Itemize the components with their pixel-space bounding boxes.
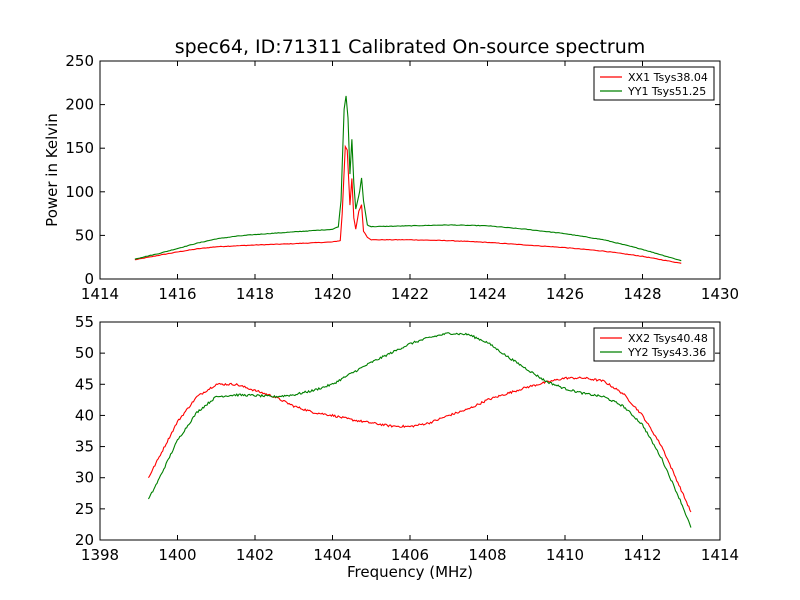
y-tick-label: 0 (84, 270, 94, 288)
y-tick-label: 45 (75, 375, 94, 393)
legend-entry: XX2 Tsys40.48 (628, 332, 708, 345)
series-line-yy (134, 95, 682, 262)
x-tick-label: 1420 (313, 285, 351, 303)
legend-entry: YY2 Tsys43.36 (627, 346, 706, 359)
y-tick-label: 40 (75, 406, 94, 424)
x-tick-label: 1410 (546, 546, 584, 564)
y-tick-label: 250 (65, 52, 94, 70)
series-line-xx (134, 144, 682, 264)
x-tick-label: 1400 (158, 546, 196, 564)
series-line-xx (147, 376, 692, 513)
legend-entry: YY1 Tsys51.25 (627, 85, 706, 98)
y-tick-label: 100 (65, 183, 94, 201)
legend-entry: XX1 Tsys38.04 (628, 71, 708, 84)
x-tick-label: 1412 (623, 546, 661, 564)
x-tick-label: 1416 (158, 285, 196, 303)
top-panel: 1414 1416 1418 1420 1422 1424 1426 1428 1430 0 50 1… (43, 52, 739, 303)
y-tick-label: 50 (75, 344, 94, 362)
y-tick-label: 35 (75, 438, 94, 456)
x-axis-label: Frequency (MHz) (347, 563, 473, 581)
bottom-panel: 1398 1400 1402 1404 1406 1408 1410 1412 1414 20 25… (75, 313, 739, 581)
y-tick-label: 25 (75, 500, 94, 518)
x-tick-label: 1426 (546, 285, 584, 303)
x-tick-label: 1408 (468, 546, 506, 564)
x-tick-label: 1428 (623, 285, 661, 303)
y-tick-label: 20 (75, 531, 94, 549)
y-tick-label: 50 (75, 226, 94, 244)
series-line-yy (147, 332, 692, 528)
y-axis-label: Power in Kelvin (43, 113, 61, 227)
chart-title: spec64, ID:71311 Calibrated On-source sp… (175, 36, 646, 58)
x-tick-label: 1418 (236, 285, 274, 303)
y-tick-label: 55 (75, 313, 94, 331)
x-tick-label: 1404 (313, 546, 351, 564)
x-tick-label: 1414 (701, 546, 739, 564)
x-tick-label: 1430 (701, 285, 739, 303)
x-tick-label: 1414 (81, 285, 119, 303)
legend-box (593, 327, 715, 362)
x-tick-label: 1424 (468, 285, 506, 303)
y-tick-label: 150 (65, 139, 94, 157)
x-tick-label: 1398 (81, 546, 119, 564)
x-tick-label: 1402 (236, 546, 274, 564)
y-tick-label: 30 (75, 469, 94, 487)
x-tick-label: 1422 (391, 285, 429, 303)
x-tick-label: 1406 (391, 546, 429, 564)
legend-box (593, 66, 715, 101)
y-tick-label: 200 (65, 96, 94, 114)
